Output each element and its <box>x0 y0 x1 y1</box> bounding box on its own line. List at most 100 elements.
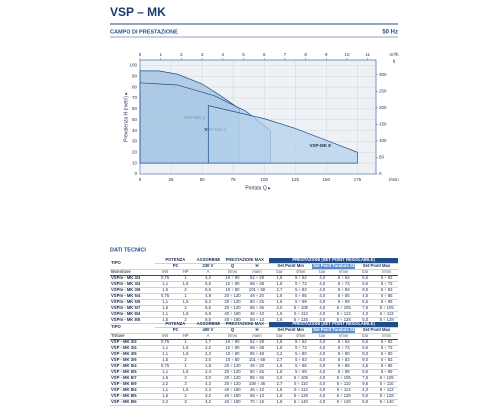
table-cell: 4,0 <box>312 381 333 388</box>
table-cell: 5 ÷ 85 <box>332 293 355 300</box>
table-cell: 2,4 <box>195 387 221 394</box>
table-cell: kW <box>154 333 176 340</box>
table-cell: 3 <box>175 399 196 406</box>
x-tick-label: 75 <box>231 177 237 182</box>
table-cell: 46 ÷ 10 <box>244 311 270 318</box>
table-cell: 9,0 <box>354 287 376 294</box>
table-cell: 2 <box>175 287 196 294</box>
table-cell: P2 <box>154 327 196 334</box>
y2-tick-label: 300 <box>379 72 387 77</box>
table-cell: 1,1 <box>154 351 176 358</box>
table-row: TIPOPOTENZAASSORBIMENTIPRESTAZIONI MAXPR… <box>110 322 398 334</box>
table-cell: 5,5 <box>354 339 376 346</box>
table-cell: Set Point Taratura Std <box>312 327 355 334</box>
x2-tick-label: 6 <box>263 52 266 57</box>
table-cell: 2 <box>175 357 196 364</box>
table-row: VSP - MK 5/7 1,5 2 3,0 20 ÷ 120 85 ÷ 36 2,0 5 ÷… <box>110 375 398 382</box>
table-cell: 5 ÷ 52 <box>332 275 355 282</box>
table-cell: 4,0 <box>312 393 333 400</box>
table-cell: 5 ÷ 105 <box>375 375 398 382</box>
table-cell: 46 ÷ 10 <box>244 387 270 394</box>
x2-unit: m³/h <box>390 52 399 57</box>
table-cell: ASSORBIMENTI <box>195 258 221 264</box>
table-cell: 2 <box>175 305 196 312</box>
x-tick-label: 175 <box>354 177 362 182</box>
table-cell: A <box>195 333 221 340</box>
table-cell: 4,2 <box>195 381 221 388</box>
table-cell: 1,5 <box>175 369 196 376</box>
table-cell: 5 ÷ 128 <box>375 393 398 400</box>
table-cell: 1,8 <box>195 363 221 370</box>
x-axis-label: Portata Q ▸ <box>245 185 271 191</box>
table-cell: 68 ÷ 38 <box>244 281 270 288</box>
table-cell: 68 ÷ 38 <box>244 345 270 352</box>
table-cell: 1,5 <box>175 281 196 288</box>
y2-tick-label: 200 <box>379 105 387 110</box>
table-cell: 1,5 <box>154 375 176 382</box>
table-cell: 2,0 <box>269 375 290 382</box>
table-cell: 4,0 <box>312 351 333 358</box>
table-cell: 5 ÷ 105 <box>289 375 313 382</box>
table-cell: 5 ÷ 80 <box>332 351 355 358</box>
table-cell: 85 ÷ 36 <box>244 375 270 382</box>
section-title: DATI TECNICI <box>110 247 146 253</box>
table-cell: 1,5 <box>175 311 196 318</box>
table-row: VSPm - MK 5/7 1,5 2 8,5 20 ÷ 120 85 ÷ 36 2,0 5 … <box>110 305 398 312</box>
table-cell: 2,2 <box>195 345 221 352</box>
x2-tick-label: 3 <box>201 52 204 57</box>
table-cell: 2,4 <box>195 369 221 376</box>
table-cell: 5,5 <box>354 369 376 376</box>
table-cell: 5 ÷ 83 <box>289 287 313 294</box>
table-cell: 1,8 <box>269 399 290 406</box>
table-cell: VSP - MK 3/5 <box>110 351 155 358</box>
table-cell: bar <box>269 333 290 340</box>
table-cell: 1,5 <box>175 345 196 352</box>
table-cell: PRESTAZIONI MAX <box>220 322 270 328</box>
table-cell: 1,6 <box>269 275 290 282</box>
table-monofase: TIPOPOTENZAASSORBIMENTIPRESTAZIONI MAXPR… <box>110 258 398 324</box>
table-cell: 1,5 <box>175 351 196 358</box>
table-cell: 5,0 <box>354 393 376 400</box>
table-cell: 1,1 <box>154 299 176 306</box>
table-cell: l/min <box>289 333 313 340</box>
table-cell: 2,7 <box>269 381 290 388</box>
table-cell: 5 ÷ 52 <box>289 275 313 282</box>
table-cell: 4,0 <box>312 339 333 346</box>
table-cell: 5 ÷ 128 <box>289 393 313 400</box>
table-cell: VSPm - MK 3/6 <box>110 287 155 294</box>
table-cell: 1,6 <box>269 387 290 394</box>
x2-tick-label: 0 <box>139 52 142 57</box>
table-cell: PRESTAZIONI (SET POINT REGOLABILE) <box>269 258 398 264</box>
table-cell: 5 ÷ 83 <box>375 287 398 294</box>
table-cell: 20 ÷ 120 <box>220 363 245 370</box>
table-row: VSP - MK 5/9 2,2 3 4,2 20 ÷ 120 108 ÷ 46 2,7 5 … <box>110 381 398 388</box>
table-cell: 10 ÷ 80 <box>220 275 245 282</box>
x-tick-label: 0 <box>139 177 142 182</box>
table-cell: 1,6 <box>269 393 290 400</box>
data-table: TIPOPOTENZAASSORBIMENTIPRESTAZIONI MAXPR… <box>110 322 398 406</box>
table-cell: 2,6 <box>195 357 221 364</box>
table-cell: 5 ÷ 52 <box>289 339 313 346</box>
table-cell: 1,6 <box>269 299 290 306</box>
table-cell: 5 ÷ 113 <box>289 387 313 394</box>
table-cell: 3,2 <box>195 393 221 400</box>
table-cell: metri <box>244 333 270 340</box>
table-cell: 7,5 <box>354 375 376 382</box>
table-cell: VSP - MK 5/9 <box>110 381 155 388</box>
table-cell: 48 ÷ 20 <box>244 293 270 300</box>
table-cell: 1 <box>175 363 196 370</box>
table-cell: l/min <box>220 333 245 340</box>
x2-tick-label: 4 <box>222 52 225 57</box>
table-cell: 2,2 <box>269 351 290 358</box>
table-cell: 0,75 <box>154 339 176 346</box>
table-cell: 1,5 <box>154 287 176 294</box>
table-cell: 5 ÷ 113 <box>289 311 313 318</box>
x-unit: l/min <box>389 177 399 182</box>
table-cell: 4,0 <box>312 281 333 288</box>
table-cell: 4,0 <box>312 357 333 364</box>
table-cell: 3,0 <box>195 375 221 382</box>
table-cell: l/min <box>375 333 398 340</box>
table-cell: 58 ÷ 13 <box>244 393 270 400</box>
